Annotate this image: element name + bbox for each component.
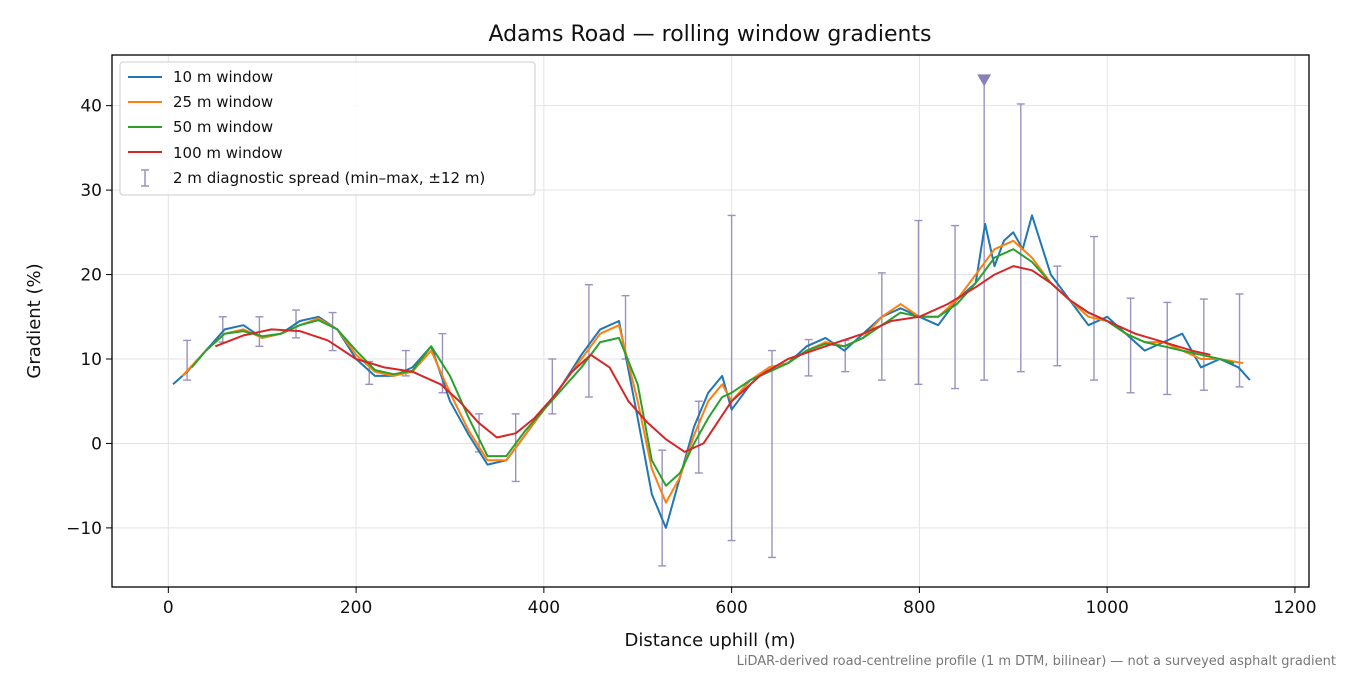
x-tick-label: 1000 xyxy=(1086,598,1129,618)
y-tick-label: 30 xyxy=(80,181,102,201)
y-tick-label: 20 xyxy=(80,266,102,286)
plot-frame xyxy=(111,54,1310,588)
gridlines xyxy=(112,55,1309,587)
x-tick-label: 800 xyxy=(903,598,935,618)
y-tick-label: 40 xyxy=(80,97,102,117)
diagnostic-spread-errorbars xyxy=(183,74,1244,567)
legend-label-25m: 25 m window xyxy=(173,93,273,111)
legend-label-spread: 2 m diagnostic spread (min–max, ±12 m) xyxy=(173,169,485,187)
x-tick-label: 600 xyxy=(715,598,747,618)
y-axis-ticks: −10 0 10 20 30 40 xyxy=(66,97,112,539)
x-axis-ticks: 0 200 400 600 800 1000 1200 xyxy=(163,587,1317,618)
footnote: LiDAR-derived road-centreline profile (1… xyxy=(737,654,1336,669)
chart-title: Adams Road — rolling window gradients xyxy=(488,22,931,47)
legend-label-10m: 10 m window xyxy=(173,68,273,86)
x-tick-label: 400 xyxy=(528,598,560,618)
y-axis-label: Gradient (%) xyxy=(24,263,45,378)
series-lines xyxy=(172,214,1251,529)
x-tick-label: 200 xyxy=(340,598,372,618)
legend-swatch-spread xyxy=(141,169,149,187)
x-axis-label: Distance uphill (m) xyxy=(625,630,796,651)
legend-label-100m: 100 m window xyxy=(173,144,283,162)
y-tick-label: 0 xyxy=(91,434,102,454)
y-tick-label: −10 xyxy=(66,519,102,539)
y-tick-label: 10 xyxy=(80,350,102,370)
series-line-100-m-window xyxy=(214,265,1211,453)
legend-box xyxy=(119,61,536,196)
spread-clipped-marker xyxy=(977,74,992,87)
x-tick-label: 0 xyxy=(163,598,174,618)
legend: 10 m window 25 m window 50 m window 100 … xyxy=(119,61,536,196)
x-tick-label: 1200 xyxy=(1273,598,1316,618)
legend-label-50m: 50 m window xyxy=(173,118,273,136)
